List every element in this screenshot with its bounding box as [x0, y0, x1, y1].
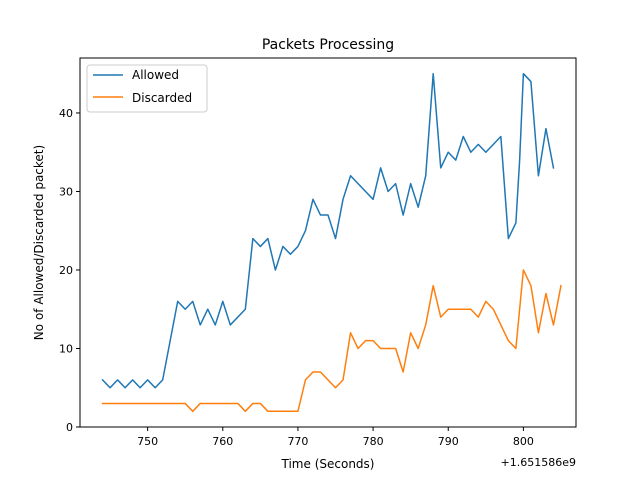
legend-label-discarded: Discarded — [132, 91, 192, 105]
x-axis-ticks: 750 760 770 780 790 800 — [137, 427, 534, 448]
y-axis-label: No of Allowed/Discarded packet) — [32, 145, 46, 340]
chart-title: Packets Processing — [262, 37, 394, 53]
y-axis-ticks: 0 10 20 30 40 — [59, 107, 80, 434]
y-tick-label: 0 — [66, 421, 73, 434]
series-line-discarded — [101, 269, 562, 413]
x-tick-label: 750 — [137, 435, 158, 448]
x-tick-label: 790 — [438, 435, 459, 448]
series-layer — [101, 72, 562, 413]
legend-label-allowed: Allowed — [132, 68, 179, 82]
y-tick-label: 30 — [59, 185, 73, 198]
series-line-allowed — [101, 72, 555, 389]
y-tick-label: 10 — [59, 342, 73, 355]
x-tick-label: 780 — [363, 435, 384, 448]
x-tick-label: 800 — [513, 435, 534, 448]
x-tick-label: 760 — [212, 435, 233, 448]
y-tick-label: 40 — [59, 107, 73, 120]
x-tick-label: 770 — [287, 435, 308, 448]
legend: Allowed Discarded — [86, 64, 208, 113]
axes-frame — [79, 57, 577, 428]
x-axis-label: Time (Seconds) — [281, 457, 375, 471]
plot-area — [80, 58, 576, 427]
x-axis-offset-label: +1.651586e9 — [501, 456, 576, 469]
y-tick-label: 20 — [59, 264, 73, 277]
legend-box — [86, 64, 208, 113]
